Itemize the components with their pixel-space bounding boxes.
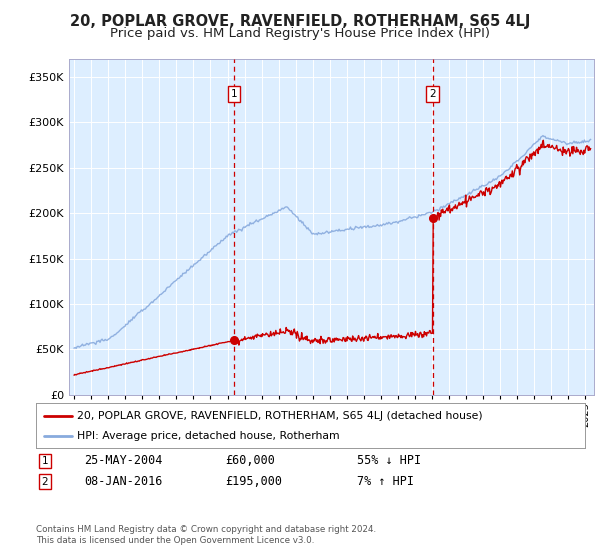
Text: 7% ↑ HPI: 7% ↑ HPI — [357, 475, 414, 488]
Text: 08-JAN-2016: 08-JAN-2016 — [84, 475, 163, 488]
Text: £195,000: £195,000 — [225, 475, 282, 488]
Text: 55% ↓ HPI: 55% ↓ HPI — [357, 454, 421, 468]
Text: £60,000: £60,000 — [225, 454, 275, 468]
Text: 1: 1 — [41, 456, 49, 466]
Text: HPI: Average price, detached house, Rotherham: HPI: Average price, detached house, Roth… — [77, 431, 340, 441]
Text: Contains HM Land Registry data © Crown copyright and database right 2024.
This d: Contains HM Land Registry data © Crown c… — [36, 525, 376, 545]
Text: 20, POPLAR GROVE, RAVENFIELD, ROTHERHAM, S65 4LJ (detached house): 20, POPLAR GROVE, RAVENFIELD, ROTHERHAM,… — [77, 410, 483, 421]
Text: Price paid vs. HM Land Registry's House Price Index (HPI): Price paid vs. HM Land Registry's House … — [110, 27, 490, 40]
Text: 1: 1 — [231, 89, 238, 99]
Text: 25-MAY-2004: 25-MAY-2004 — [84, 454, 163, 468]
Text: 2: 2 — [429, 89, 436, 99]
Text: 2: 2 — [41, 477, 49, 487]
Text: 20, POPLAR GROVE, RAVENFIELD, ROTHERHAM, S65 4LJ: 20, POPLAR GROVE, RAVENFIELD, ROTHERHAM,… — [70, 14, 530, 29]
